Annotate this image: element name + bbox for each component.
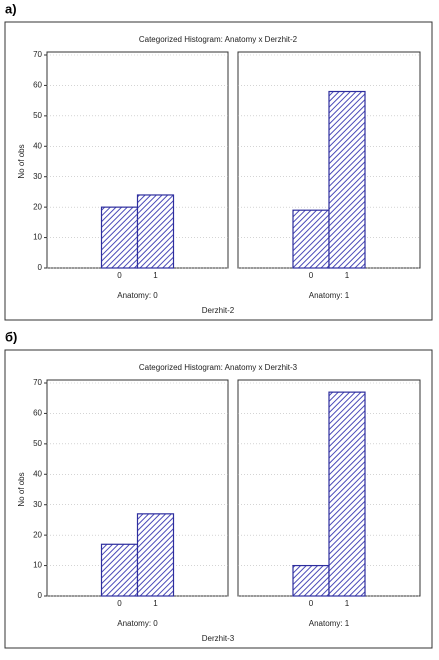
- x-axis-label: Derzhit-3: [202, 634, 235, 643]
- x-tick-label: 0: [117, 599, 122, 608]
- y-axis-label: No of obs: [17, 144, 26, 178]
- y-tick-label: 40: [33, 469, 42, 478]
- panel-label: Anatomy: 0: [117, 619, 158, 628]
- x-tick-label: 0: [117, 271, 122, 280]
- x-tick-label: 1: [345, 271, 350, 280]
- chart-title: Categorized Histogram: Anatomy x Derzhit…: [139, 363, 298, 372]
- y-tick-label: 20: [33, 202, 42, 211]
- bar: [292, 564, 330, 597]
- x-tick-label: 1: [345, 599, 350, 608]
- panel-label: Anatomy: 1: [309, 291, 350, 300]
- y-tick-label: 20: [33, 530, 42, 539]
- chart-frame: [4, 349, 433, 649]
- x-axis-label: Derzhit-2: [202, 306, 235, 315]
- bar: [100, 206, 139, 269]
- y-tick-label: 30: [33, 500, 42, 509]
- x-tick-label: 0: [309, 599, 314, 608]
- bar: [136, 513, 175, 597]
- y-tick-label: 60: [33, 409, 42, 418]
- bar: [328, 391, 366, 597]
- x-tick-label: 1: [153, 271, 158, 280]
- y-tick-label: 50: [33, 439, 42, 448]
- y-tick-label: 60: [33, 81, 42, 90]
- bar: [100, 543, 139, 597]
- chart-title: Categorized Histogram: Anatomy x Derzhit…: [139, 35, 298, 44]
- y-tick-label: 50: [33, 111, 42, 120]
- figure-label: а): [5, 1, 17, 16]
- y-tick-label: 0: [38, 263, 43, 272]
- x-tick-label: 1: [153, 599, 158, 608]
- figure-label: б): [5, 329, 17, 344]
- bar: [136, 194, 175, 269]
- y-tick-label: 30: [33, 172, 42, 181]
- panel-label: Anatomy: 1: [309, 619, 350, 628]
- panel-label: Anatomy: 0: [117, 291, 158, 300]
- y-tick-label: 70: [33, 378, 42, 387]
- y-tick-label: 0: [38, 591, 43, 600]
- y-tick-label: 70: [33, 50, 42, 59]
- y-axis-label: No of obs: [17, 472, 26, 506]
- chart-frame: [4, 21, 433, 321]
- y-tick-label: 40: [33, 141, 42, 150]
- bar: [328, 90, 366, 269]
- y-tick-label: 10: [33, 561, 42, 570]
- bar: [292, 209, 330, 269]
- x-tick-label: 0: [309, 271, 314, 280]
- y-tick-label: 10: [33, 233, 42, 242]
